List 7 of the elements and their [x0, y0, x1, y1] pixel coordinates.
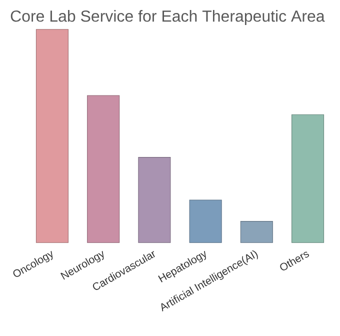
- bar: [189, 200, 222, 243]
- bar: [292, 114, 324, 243]
- bar: [240, 221, 273, 243]
- chart-title: Core Lab Service for Each Therapeutic Area: [10, 10, 325, 25]
- bar: [36, 29, 68, 243]
- bar: [87, 95, 120, 243]
- bar: [138, 157, 171, 243]
